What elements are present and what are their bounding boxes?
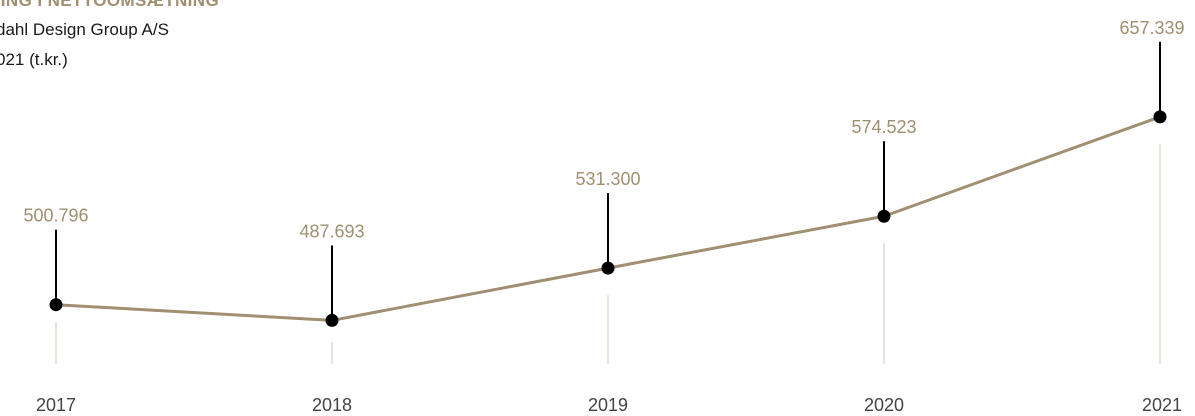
data-label-2017: 500.796 (23, 206, 88, 226)
data-label-2021: 657.339 (1119, 18, 1184, 38)
x-tick-label-2021: 2021 (1142, 395, 1182, 415)
company-name: dahl Design Group A/S (0, 20, 169, 39)
x-tick-label-2020: 2020 (864, 395, 904, 415)
data-label-2020: 574.523 (851, 117, 916, 137)
data-point-2020 (877, 209, 891, 223)
period-unit: 021 (t.kr.) (0, 50, 68, 69)
data-point-2018 (325, 313, 339, 327)
data-point-2017 (49, 298, 63, 312)
data-label-2018: 487.693 (299, 221, 364, 241)
x-tick-label-2018: 2018 (312, 395, 352, 415)
data-point-2019 (601, 261, 615, 275)
data-label-2019: 531.300 (575, 169, 640, 189)
x-tick-label-2017: 2017 (36, 395, 76, 415)
chart-header: LING I NETTOOMSÆTNING dahl Design Group … (0, 0, 600, 80)
x-tick-label-2019: 2019 (588, 395, 628, 415)
data-point-2021 (1153, 110, 1167, 124)
chart-title: LING I NETTOOMSÆTNING (0, 0, 220, 10)
